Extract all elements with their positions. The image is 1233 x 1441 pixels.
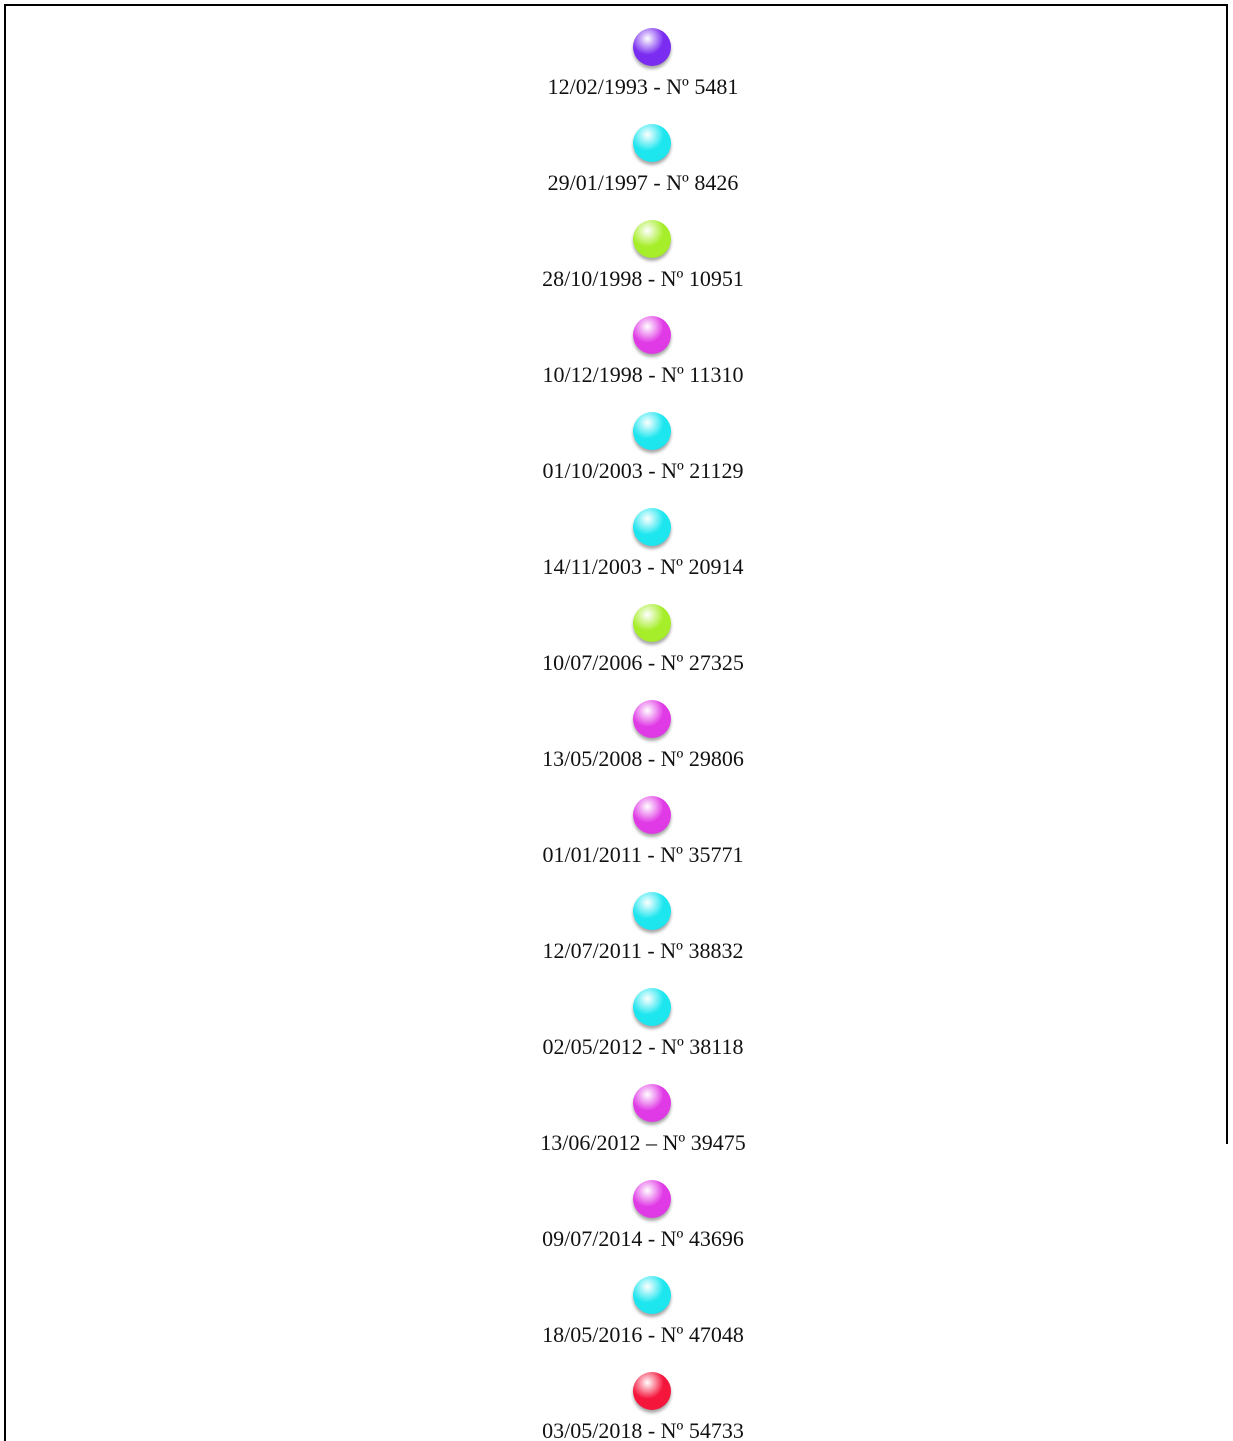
- ball-icon: [633, 28, 671, 66]
- item-label: 14/11/2003 - Nº 20914: [542, 554, 744, 579]
- ball-icon: [633, 892, 671, 930]
- list-item: 18/05/2016 - Nº 47048: [0, 1276, 1233, 1372]
- item-label: 09/07/2014 - Nº 43696: [542, 1226, 744, 1251]
- list-item: 12/02/1993 - Nº 5481: [0, 28, 1233, 124]
- ball-icon: [633, 604, 671, 642]
- list-item: 10/07/2006 - Nº 27325: [0, 604, 1233, 700]
- list-item: 13/05/2008 - Nº 29806: [0, 700, 1233, 796]
- item-label: 18/05/2016 - Nº 47048: [542, 1322, 744, 1347]
- item-label: 12/07/2011 - Nº 38832: [542, 938, 744, 963]
- ball-icon: [633, 220, 671, 258]
- item-label: 01/10/2003 - Nº 21129: [542, 458, 744, 483]
- list-item: 10/12/1998 - Nº 11310: [0, 316, 1233, 412]
- ball-icon: [633, 1084, 671, 1122]
- list-item: 03/05/2018 - Nº 54733: [0, 1372, 1233, 1441]
- list-item: 28/10/1998 - Nº 10951: [0, 220, 1233, 316]
- list-item: 09/07/2014 - Nº 43696: [0, 1180, 1233, 1276]
- list-item: 01/10/2003 - Nº 21129: [0, 412, 1233, 508]
- ball-icon: [633, 1180, 671, 1218]
- item-label: 28/10/1998 - Nº 10951: [542, 266, 744, 291]
- item-label: 12/02/1993 - Nº 5481: [547, 74, 739, 99]
- frame-edge: [1226, 4, 1228, 1144]
- list-item: 12/07/2011 - Nº 38832: [0, 892, 1233, 988]
- item-label: 10/12/1998 - Nº 11310: [542, 362, 744, 387]
- ball-icon: [633, 988, 671, 1026]
- ball-icon: [633, 1372, 671, 1410]
- ball-icon: [633, 796, 671, 834]
- list-item: 29/01/1997 - Nº 8426: [0, 124, 1233, 220]
- list-item: 13/06/2012 – Nº 39475: [0, 1084, 1233, 1180]
- ball-icon: [633, 412, 671, 450]
- item-label: 13/05/2008 - Nº 29806: [542, 746, 744, 771]
- list-item: 02/05/2012 - Nº 38118: [0, 988, 1233, 1084]
- list-item: 01/01/2011 - Nº 35771: [0, 796, 1233, 892]
- item-label: 03/05/2018 - Nº 54733: [542, 1418, 744, 1441]
- item-label: 10/07/2006 - Nº 27325: [542, 650, 744, 675]
- item-label: 13/06/2012 – Nº 39475: [540, 1130, 746, 1155]
- ball-icon: [633, 316, 671, 354]
- item-label: 01/01/2011 - Nº 35771: [542, 842, 744, 867]
- ball-icon: [633, 700, 671, 738]
- item-label: 02/05/2012 - Nº 38118: [542, 1034, 744, 1059]
- list-item: 14/11/2003 - Nº 20914: [0, 508, 1233, 604]
- ball-icon: [633, 1276, 671, 1314]
- item-label: 29/01/1997 - Nº 8426: [547, 170, 739, 195]
- frame: [4, 4, 1226, 1441]
- ball-icon: [633, 124, 671, 162]
- ball-icon: [633, 508, 671, 546]
